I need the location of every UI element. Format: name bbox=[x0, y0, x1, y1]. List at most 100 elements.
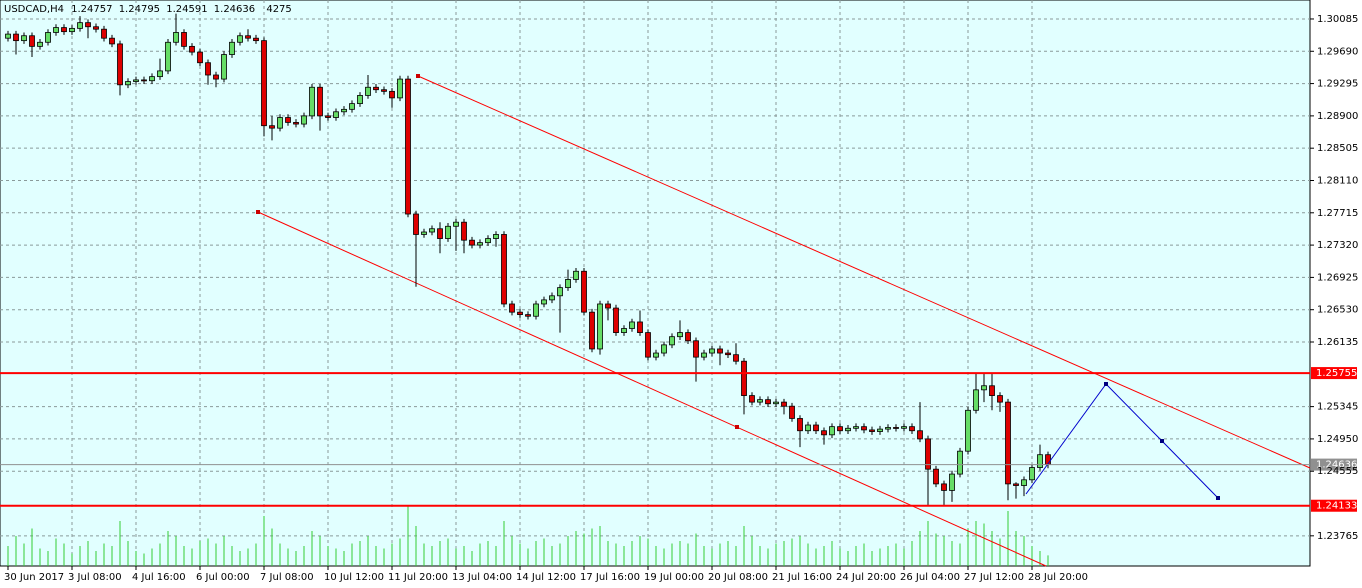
candle-body bbox=[453, 221, 459, 227]
last-high: 1.24795 bbox=[119, 4, 160, 15]
candle-body bbox=[669, 336, 675, 346]
candle-body bbox=[301, 115, 307, 125]
candle-body bbox=[397, 78, 403, 99]
x-tick-label: 14 Jul 12:00 bbox=[516, 572, 576, 583]
candle-body bbox=[941, 483, 947, 491]
candle-body bbox=[293, 122, 299, 125]
projection-path bbox=[1025, 383, 1219, 499]
candle-body bbox=[789, 405, 795, 419]
candle-body bbox=[509, 303, 515, 313]
candle-body bbox=[837, 426, 843, 432]
candle-body bbox=[773, 401, 779, 405]
candle-body bbox=[389, 90, 395, 99]
candle-body bbox=[685, 332, 691, 342]
x-tick-label: 3 Jul 08:00 bbox=[68, 572, 122, 583]
x-tick-label: 13 Jul 04:00 bbox=[452, 572, 512, 583]
channel-lower bbox=[257, 211, 1047, 567]
y-tick-label: 1.24950 bbox=[1317, 434, 1358, 445]
candle-body bbox=[413, 213, 419, 235]
candle-body bbox=[149, 76, 155, 82]
x-tick-label: 21 Jul 16:00 bbox=[772, 572, 832, 583]
candle-body bbox=[173, 32, 179, 43]
last-volume: 4275 bbox=[266, 4, 291, 15]
y-tick-label: 1.26530 bbox=[1317, 305, 1358, 316]
candle-body bbox=[549, 295, 555, 301]
candle-body bbox=[757, 399, 763, 403]
candle-body bbox=[1013, 483, 1019, 486]
candle-body bbox=[157, 70, 163, 78]
candle-body bbox=[909, 426, 915, 432]
header: USDCAD,H4 1.24757 1.24795 1.24591 1.2463… bbox=[4, 4, 292, 15]
candle-body bbox=[749, 395, 755, 403]
x-tick-label: 17 Jul 16:00 bbox=[580, 572, 640, 583]
candle-body bbox=[405, 78, 411, 215]
candles bbox=[5, 13, 1051, 506]
candle-body bbox=[637, 321, 643, 333]
candle-body bbox=[957, 450, 963, 475]
candle-body bbox=[373, 86, 379, 91]
candle-body bbox=[981, 385, 987, 391]
candle-body bbox=[805, 424, 811, 432]
y-tick-label: 1.25345 bbox=[1317, 402, 1358, 413]
y-tick-label: 1.23765 bbox=[1317, 531, 1358, 542]
candle-body bbox=[845, 427, 851, 432]
candle-body bbox=[469, 239, 475, 246]
candle-body bbox=[885, 427, 891, 430]
current-price-label: 1.24636 bbox=[1316, 460, 1357, 471]
candle-body bbox=[781, 401, 787, 407]
candle-body bbox=[285, 117, 291, 123]
candle-body bbox=[829, 426, 835, 436]
candle-body bbox=[901, 426, 907, 429]
candle-body bbox=[421, 231, 427, 235]
last-low: 1.24591 bbox=[166, 4, 207, 15]
x-tick-label: 24 Jul 20:00 bbox=[836, 572, 896, 583]
candle-body bbox=[629, 321, 635, 329]
candle-body bbox=[581, 270, 587, 313]
candle-body bbox=[317, 86, 323, 117]
x-tick-label: 11 Jul 20:00 bbox=[388, 572, 448, 583]
plot-area bbox=[0, 0, 1311, 567]
anchor bbox=[256, 210, 260, 214]
candle-body bbox=[325, 115, 331, 118]
candle-body bbox=[437, 228, 443, 239]
candle-body bbox=[1005, 401, 1011, 485]
y-tick-label: 1.28110 bbox=[1317, 175, 1358, 186]
y-tick-label: 1.27715 bbox=[1317, 208, 1358, 219]
candle-body bbox=[445, 225, 451, 239]
candle-body bbox=[501, 234, 507, 305]
candle-body bbox=[661, 344, 667, 354]
candle-body bbox=[245, 35, 251, 39]
candle-body bbox=[53, 27, 59, 33]
candle-body bbox=[461, 221, 467, 241]
candle-body bbox=[365, 86, 371, 96]
candle-body bbox=[269, 125, 275, 129]
level-box bbox=[1311, 367, 1357, 380]
candle-body bbox=[693, 340, 699, 358]
y-tick-label: 1.30085 bbox=[1317, 14, 1358, 25]
candle-body bbox=[5, 33, 11, 39]
candle-body bbox=[853, 426, 859, 429]
candle-body bbox=[917, 430, 923, 440]
candle-body bbox=[741, 360, 747, 396]
candle-body bbox=[309, 86, 315, 117]
anchor bbox=[1216, 496, 1220, 500]
candle-body bbox=[533, 303, 539, 317]
symbol: USDCAD,H4 bbox=[4, 4, 64, 15]
candle-body bbox=[181, 32, 187, 47]
candle-body bbox=[69, 27, 75, 33]
candle-body bbox=[725, 352, 731, 356]
candle-body bbox=[949, 473, 955, 491]
candle-body bbox=[237, 35, 243, 43]
candle-body bbox=[565, 279, 571, 289]
candle-body bbox=[557, 287, 563, 297]
anchor bbox=[416, 74, 420, 78]
y-tick-label: 1.28505 bbox=[1317, 143, 1358, 154]
candle-body bbox=[29, 35, 35, 47]
candle-body bbox=[989, 385, 995, 396]
channel-upper bbox=[417, 75, 1311, 469]
candle-body bbox=[349, 103, 355, 110]
candle-body bbox=[101, 28, 107, 39]
axes: 1.30085 1.29690 1.29295 1.28900 1.28505 1.281… bbox=[4, 14, 1358, 583]
anchor bbox=[1160, 439, 1164, 443]
